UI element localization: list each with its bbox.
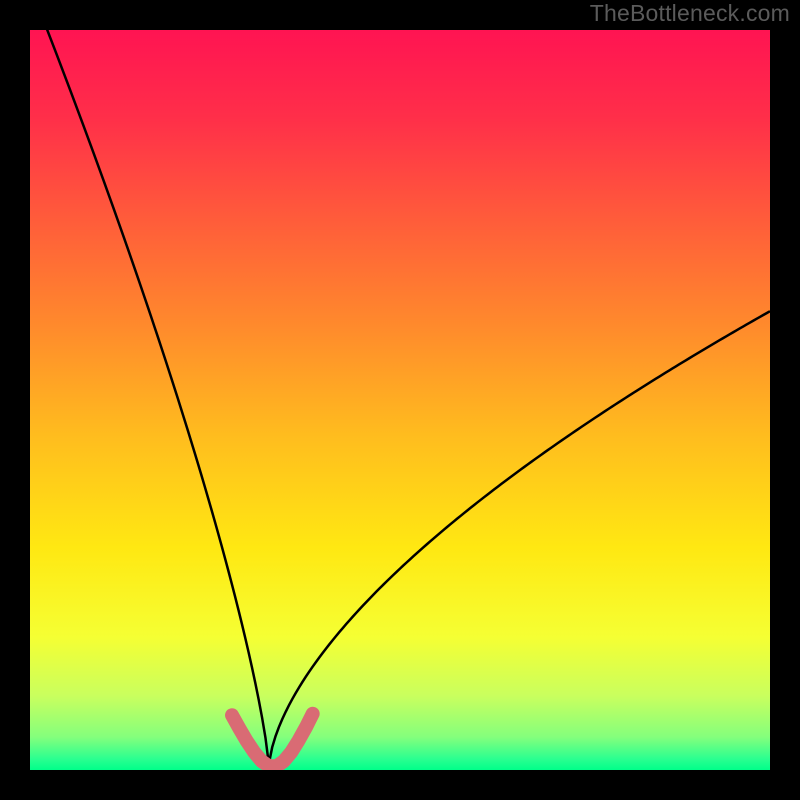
watermark-text: TheBottleneck.com <box>590 0 790 27</box>
chart-svg <box>0 0 800 800</box>
chart-frame: TheBottleneck.com <box>0 0 800 800</box>
gradient-bg <box>30 30 770 770</box>
